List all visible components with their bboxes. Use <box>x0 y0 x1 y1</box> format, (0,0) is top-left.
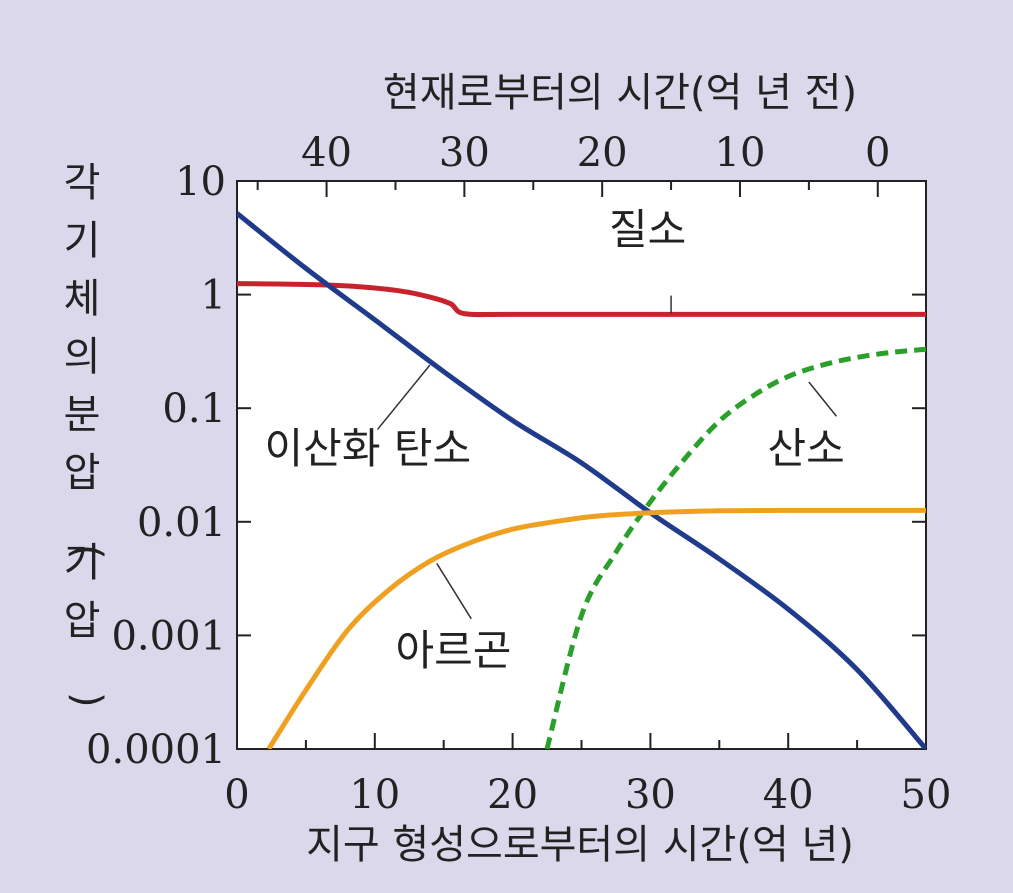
y-tick-label: 0.1 <box>162 386 226 432</box>
x-axis-title: 지구 형성으로부터의 시간(억 년) <box>306 822 854 868</box>
series-line-2 <box>237 211 926 749</box>
x-tick-label: 50 <box>901 772 952 818</box>
x-tick-label: 40 <box>763 772 814 818</box>
x2-tick-label: 20 <box>577 130 628 176</box>
x2-axis-title: 현재로부터의 시간(억 년 전) <box>383 70 857 116</box>
series-layer <box>237 211 926 749</box>
series-line-1 <box>237 281 926 318</box>
x2-tick-label: 10 <box>715 130 766 176</box>
y-tick-label: 0.001 <box>111 613 226 659</box>
x-tick-label: 20 <box>487 772 538 818</box>
x-tick-label: 0 <box>224 772 249 818</box>
series-label: 이산화 탄소 <box>265 424 472 473</box>
series-leader-line <box>376 364 431 430</box>
y-axis-title: 각 기 체 의 분 압 (기 압) <box>64 160 111 708</box>
y-tick-label: 0.0001 <box>86 727 226 773</box>
y-tick-label: 10 <box>175 159 226 205</box>
y-tick-label: 0.01 <box>137 500 226 546</box>
series-leader-line <box>436 563 472 620</box>
series-line-3 <box>544 346 926 749</box>
x2-tick-label: 40 <box>301 130 352 176</box>
series-label: 아르곤 <box>395 626 511 675</box>
x2-tick-label: 30 <box>439 130 490 176</box>
x2-tick-label: 0 <box>865 130 890 176</box>
axis-ticks: 0 10 20 30 40 50 40 30 20 10 0 10 1 0.1 0.01 0.001 0.000… <box>86 130 951 818</box>
series-leader-line <box>808 381 838 417</box>
series-label: 산소 <box>768 424 845 473</box>
x-tick-label: 30 <box>625 772 676 818</box>
series-label: 질소 <box>609 205 686 254</box>
x-tick-label: 10 <box>349 772 400 818</box>
y-tick-label: 1 <box>201 273 226 319</box>
series-line-4 <box>266 507 926 749</box>
